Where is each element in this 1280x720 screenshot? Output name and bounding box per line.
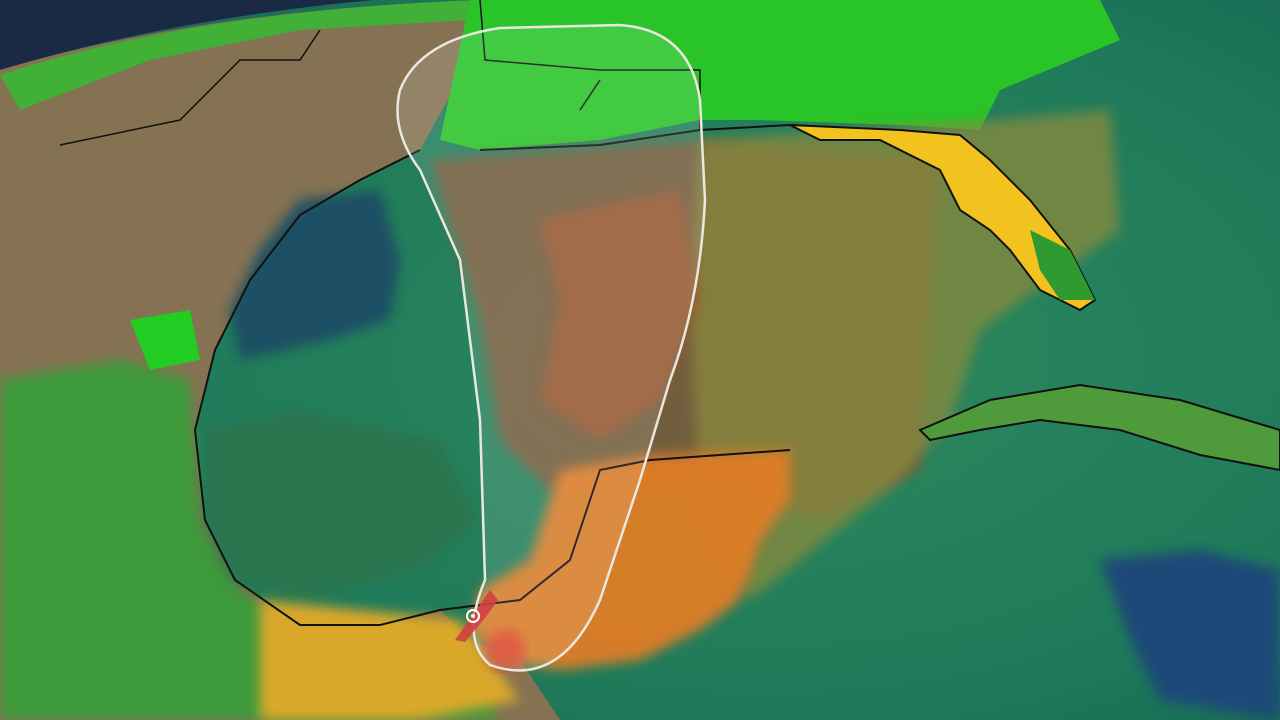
storm-icon: [455, 590, 498, 642]
gulf-mid: [205, 410, 480, 600]
rain-orange-brown: [540, 190, 700, 440]
heavy-rain: [485, 630, 525, 670]
forecast-cone: [396, 23, 707, 672]
yucatan-rain: [470, 450, 790, 670]
coastline: [193, 124, 791, 626]
state-borders: [59, 0, 701, 146]
rain-green-us: [440, 0, 1120, 150]
florida-south: [1030, 230, 1095, 300]
rain-patch: [130, 310, 200, 370]
mexico-yellow-rain: [260, 600, 520, 720]
cuba: [918, 383, 1280, 472]
ocean-low-rain: [1100, 550, 1280, 720]
rain-green-north: [0, 0, 480, 110]
gulf-low-rain: [230, 190, 400, 360]
